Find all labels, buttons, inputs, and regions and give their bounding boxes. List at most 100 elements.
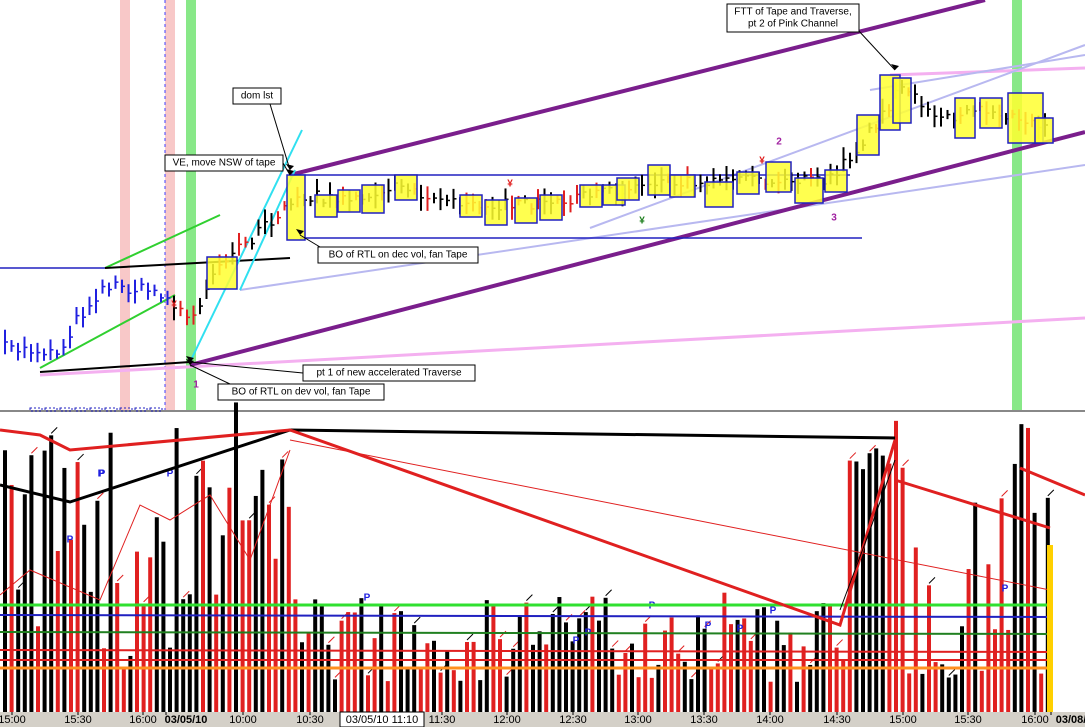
- vol-arrow: [50, 426, 58, 434]
- dashed-box: [74, 407, 88, 412]
- volume-bar: [201, 460, 205, 712]
- vol-arrow: [928, 576, 936, 584]
- note-text: BO of RTL on dec vol, fan Tape: [329, 250, 468, 261]
- marker: ¥: [507, 179, 513, 190]
- range-box: [579, 184, 603, 208]
- volume-bar: [471, 641, 476, 712]
- volume-bar: [907, 673, 912, 712]
- volume-bar: [115, 583, 120, 712]
- vol-arrow: [97, 492, 104, 500]
- range-box: [704, 181, 734, 208]
- range-box: [765, 161, 792, 193]
- volume-bar: [187, 594, 192, 712]
- x-label: 14:00: [756, 714, 784, 726]
- volume-bar: [29, 455, 34, 712]
- price-bars: [4, 74, 1054, 412]
- volume-bar: [372, 638, 377, 712]
- vol-arrow: [1047, 489, 1055, 497]
- volume-bar: [366, 675, 370, 712]
- note-box: [726, 3, 860, 33]
- volume-bar: [933, 662, 938, 712]
- note-box: [302, 364, 476, 382]
- marker: 2: [776, 137, 782, 148]
- volume-bar: [537, 631, 542, 712]
- volume-bar: [148, 557, 153, 712]
- volume-bar: [788, 632, 793, 712]
- x-label: 15:00: [0, 714, 26, 726]
- note-box: [217, 383, 385, 401]
- volume-bar: [748, 640, 753, 712]
- volume-bar: [438, 672, 443, 712]
- volume-bar: [795, 681, 799, 712]
- volume-bar: [69, 539, 73, 712]
- volume-bar: [319, 605, 324, 712]
- x-label: 16:00: [129, 714, 157, 726]
- note-box: [164, 154, 284, 172]
- range-box: [394, 174, 418, 201]
- range-box: [314, 194, 338, 218]
- cursor-box: [339, 711, 425, 727]
- volume-bar: [854, 461, 859, 712]
- volume-bar: [418, 667, 423, 712]
- p-marker: P: [167, 469, 174, 480]
- volume-bar: [1039, 673, 1044, 712]
- vol-arrow: [466, 633, 474, 641]
- range-box: [514, 197, 538, 224]
- volume-bar: [689, 679, 694, 712]
- volume-bar: [458, 680, 463, 712]
- range-box: [736, 171, 760, 195]
- vol-arrow: [77, 453, 84, 461]
- pointer-line: [299, 234, 321, 248]
- range-box: [361, 184, 385, 214]
- dashed-box: [59, 407, 73, 412]
- volume-bar: [900, 467, 905, 712]
- marker: ¥: [759, 156, 765, 167]
- volume-bar: [649, 677, 654, 712]
- volume-bar: [9, 484, 14, 712]
- range-box: [954, 97, 976, 139]
- volume-bar: [682, 661, 687, 712]
- volume-bar: [702, 628, 707, 712]
- volume-bar: [940, 664, 945, 712]
- pointer-line: [189, 361, 304, 374]
- volume-bar: [161, 541, 166, 712]
- vol-arrow: [31, 446, 38, 454]
- vol-arrow: [836, 639, 843, 646]
- note-text: VE, move NSW of tape: [173, 158, 276, 169]
- volume-bar: [979, 670, 984, 712]
- volume-bar: [313, 599, 318, 712]
- note-box: [317, 246, 479, 264]
- volume-bar: [75, 462, 80, 712]
- volume-bar: [913, 547, 918, 712]
- volume-bar: [405, 667, 410, 712]
- volume-bar: [42, 450, 47, 712]
- volume-bar: [346, 612, 351, 712]
- volume-bar: [399, 611, 403, 712]
- volume-bar: [194, 475, 199, 712]
- note-box: [232, 87, 282, 105]
- range-box: [484, 199, 508, 226]
- vol-arrow: [605, 589, 612, 597]
- volume-bar: [293, 599, 298, 712]
- range-box: [824, 169, 848, 193]
- volume-bar: [333, 679, 337, 712]
- volume-bar: [445, 651, 450, 712]
- dashed-box: [44, 407, 58, 412]
- pointer-head: [286, 169, 294, 175]
- volume-bar: [214, 594, 219, 712]
- range-box: [647, 164, 671, 196]
- x-axis: 15:00 15:30 16:00 03/05/10 10:00 10:30 11:30 12…: [0, 711, 1085, 727]
- volume-bar: [953, 674, 958, 712]
- x-label: 13:00: [624, 714, 652, 726]
- volume-bar: [557, 597, 562, 712]
- x-label: 15:30: [954, 714, 982, 726]
- p-marker: P: [1002, 584, 1009, 595]
- marker: 3: [831, 213, 837, 224]
- volume-bar: [583, 612, 588, 712]
- volume-bar: [425, 643, 430, 712]
- volume-bar: [385, 681, 390, 712]
- volume-bar: [524, 602, 529, 712]
- volume-bar: [966, 569, 971, 712]
- pointer-head: [296, 229, 304, 235]
